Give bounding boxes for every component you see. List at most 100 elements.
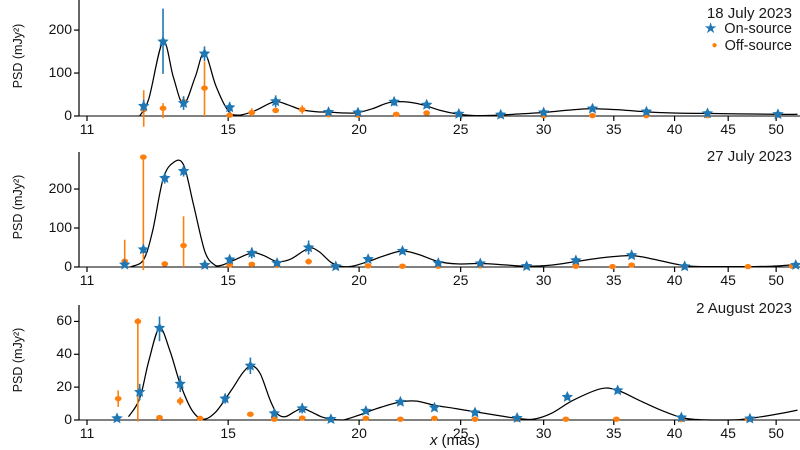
off-source-point xyxy=(431,415,438,422)
x-tick-label: 35 xyxy=(606,425,622,441)
x-tick-label: 50 xyxy=(768,425,784,441)
on-source-point xyxy=(428,401,441,413)
fit-curve xyxy=(139,41,798,117)
off-source-point xyxy=(201,85,208,91)
x-tick-label: 30 xyxy=(535,121,552,137)
on-source-point xyxy=(157,35,169,47)
x-tick-label: 15 xyxy=(220,425,236,441)
y-axis-label-panel3: PSD (mJy²) xyxy=(11,327,25,393)
y-tick-label: 20 xyxy=(56,378,72,395)
off-source-point xyxy=(589,112,596,119)
on-source-point xyxy=(246,247,258,258)
on-source-point xyxy=(330,260,342,272)
on-source-point xyxy=(119,258,131,270)
on-source-point xyxy=(469,406,481,418)
panel1-date-label: 18 July 2023 xyxy=(706,5,792,22)
off-source-point xyxy=(161,261,169,267)
on-source-point xyxy=(270,95,282,107)
x-tick-label: 20 xyxy=(351,272,367,288)
off-source-point xyxy=(399,263,406,269)
on-source-point xyxy=(362,253,374,265)
x-tick-label: 15 xyxy=(220,272,236,288)
legend-item-off-source: ● Off-source xyxy=(704,38,792,54)
on-source-point xyxy=(640,105,653,117)
x-tick-label: 40 xyxy=(666,425,683,441)
on-source-point xyxy=(396,245,409,256)
y-tick-label: 0 xyxy=(64,107,72,123)
off-source-circle-icon: ● xyxy=(711,40,718,51)
off-source-point xyxy=(612,416,620,422)
off-source-point xyxy=(226,262,234,268)
on-source-point xyxy=(586,102,599,114)
off-source-point xyxy=(196,415,204,422)
on-source-point xyxy=(744,412,756,424)
off-source-point xyxy=(305,258,313,265)
on-source-point xyxy=(325,413,337,424)
x-tick-label: 50 xyxy=(768,272,784,288)
on-source-point xyxy=(625,249,638,261)
x-tick-label: 40 xyxy=(666,121,683,137)
off-source-point xyxy=(298,415,306,421)
fit-curve xyxy=(127,327,798,421)
y-axis-label-panel2: PSD (mJy²) xyxy=(11,174,25,240)
on-source-point xyxy=(790,259,800,270)
off-source-point xyxy=(609,263,616,270)
x-tick-label: 25 xyxy=(452,272,469,288)
x-tick-label: 45 xyxy=(720,272,736,288)
legend: ★ On-source ● Off-source xyxy=(704,21,792,54)
on-source-point xyxy=(388,95,400,107)
x-tick-label: 20 xyxy=(351,425,367,441)
off-source-point xyxy=(159,105,167,111)
on-source-star-icon: ★ xyxy=(703,20,718,37)
y-tick-label: 100 xyxy=(48,64,72,81)
y-tick-label: 0 xyxy=(64,258,72,274)
on-source-point xyxy=(244,359,257,371)
on-source-point xyxy=(271,257,283,268)
on-source-point xyxy=(511,412,523,423)
on-source-point xyxy=(159,172,171,183)
on-source-point xyxy=(177,97,190,108)
y-axis-label-panel1: PSD (mJy²) xyxy=(11,23,25,89)
on-source-point xyxy=(537,106,550,118)
x-tick-label: 35 xyxy=(606,121,622,137)
off-source-point xyxy=(134,318,142,325)
legend-item-on-source: ★ On-source xyxy=(704,21,792,37)
off-source-point xyxy=(562,416,570,422)
x-axis-label-variable: x xyxy=(430,432,438,449)
on-source-point xyxy=(177,165,190,176)
on-source-point xyxy=(360,405,372,416)
x-tick-label: 25 xyxy=(452,121,469,137)
off-source-point xyxy=(572,263,580,269)
on-source-point xyxy=(495,108,507,120)
x-tick-label: 35 xyxy=(606,272,622,288)
off-source-point xyxy=(744,263,752,270)
x-axis-label-unit: (mas) xyxy=(441,432,480,449)
off-source-point xyxy=(423,110,431,116)
legend-off-source-label: Off-source xyxy=(724,38,792,54)
y-tick-label: 100 xyxy=(48,219,72,236)
on-source-point xyxy=(772,108,784,120)
x-tick-label: 45 xyxy=(720,425,736,441)
x-tick-label: 20 xyxy=(351,121,367,137)
on-source-point xyxy=(561,391,573,402)
y-tick-label: 0 xyxy=(64,411,72,427)
off-source-point xyxy=(471,416,479,422)
on-source-point xyxy=(111,412,123,424)
off-source-point xyxy=(628,262,636,268)
on-source-point xyxy=(570,254,582,266)
off-source-point xyxy=(246,411,254,417)
x-tick-label: 50 xyxy=(768,121,784,137)
x-tick-label: 15 xyxy=(220,121,236,137)
x-tick-label: 30 xyxy=(535,425,552,441)
panel2-date-label: 27 July 2023 xyxy=(706,148,792,165)
on-source-point xyxy=(453,107,465,119)
on-source-point xyxy=(701,107,714,119)
on-source-point xyxy=(520,260,533,272)
on-source-point xyxy=(134,386,146,397)
off-source-point xyxy=(139,154,147,160)
on-source-point xyxy=(224,101,236,113)
y-tick-label: 200 xyxy=(48,180,72,197)
x-axis-label: x (mas) xyxy=(430,432,480,449)
